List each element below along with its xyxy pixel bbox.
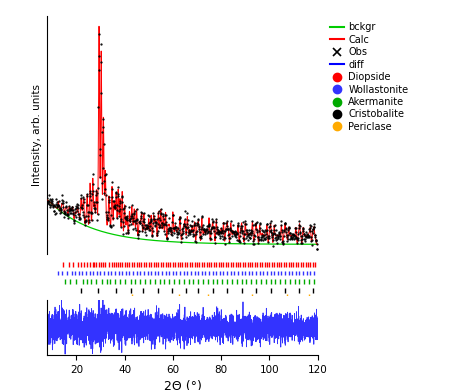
Legend: bckgr, Calc, Obs, diff, Diopside, Wollastonite, Akermanite, Cristobalite, Pericl: bckgr, Calc, Obs, diff, Diopside, Wollas… <box>328 20 410 134</box>
X-axis label: 2Θ (°): 2Θ (°) <box>164 380 201 390</box>
Y-axis label: Intensity, arb. units: Intensity, arb. units <box>32 83 42 186</box>
